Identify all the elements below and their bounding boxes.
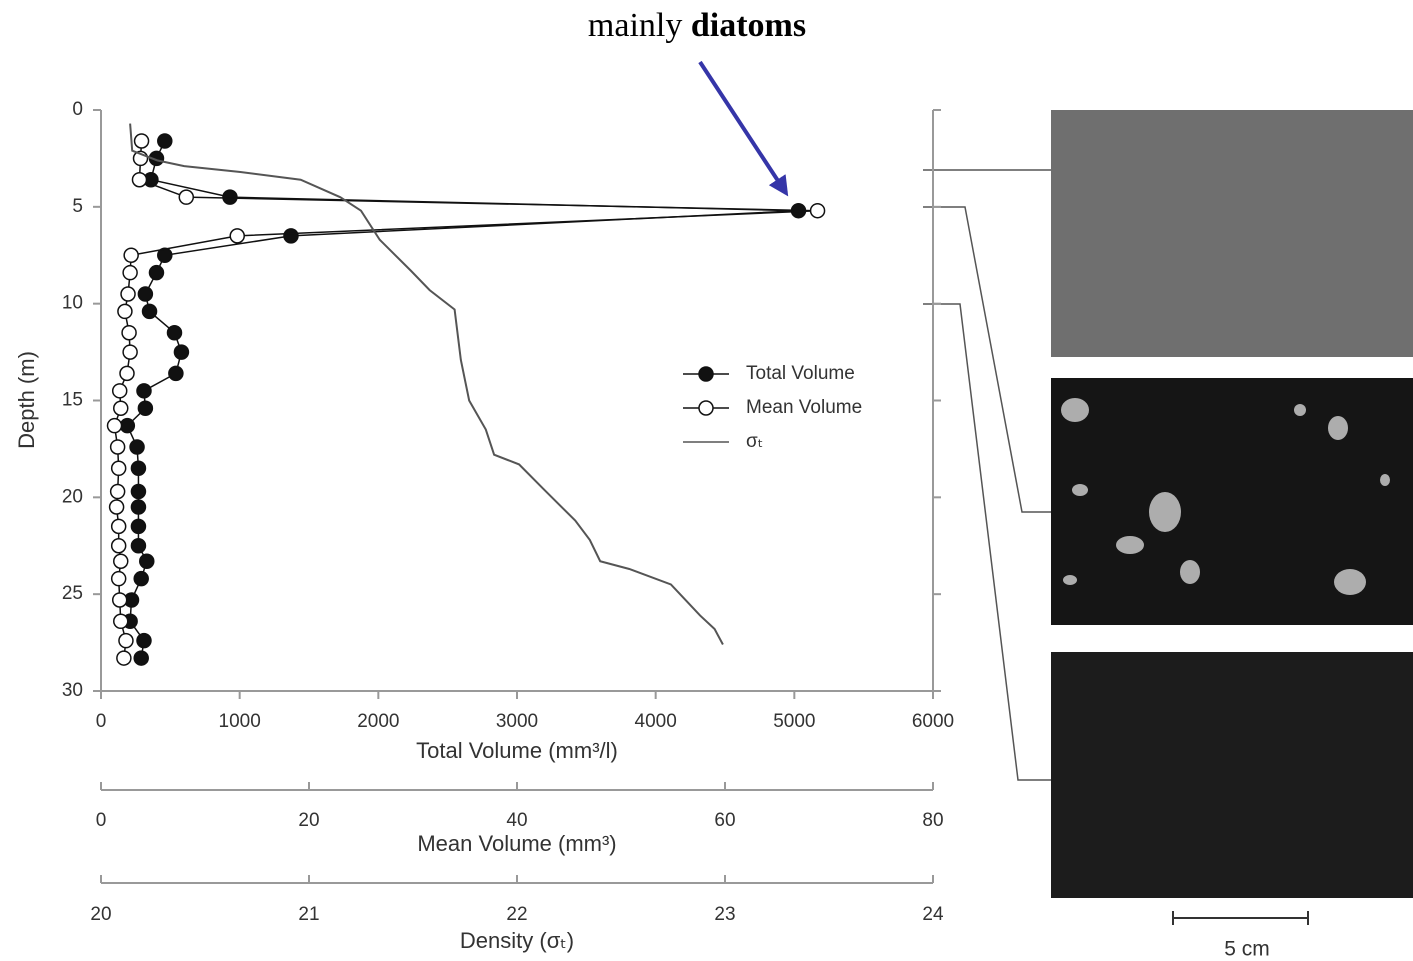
y-tick-label: 20 xyxy=(62,486,83,507)
x-axis-label: Mean Volume (mm³) xyxy=(417,831,616,856)
photos xyxy=(1051,110,1413,898)
x-tick-label: 80 xyxy=(922,810,943,831)
point xyxy=(108,499,125,515)
x-tick-label: 23 xyxy=(714,904,735,925)
series-line xyxy=(126,140,799,659)
point xyxy=(116,650,132,666)
point xyxy=(119,417,136,434)
point xyxy=(109,483,126,500)
point xyxy=(222,189,238,205)
x-tick-label: 21 xyxy=(298,904,319,925)
point xyxy=(130,538,147,554)
x-tick-label: 24 xyxy=(922,904,944,925)
point xyxy=(137,400,154,416)
scale-bar-label: 5 cm xyxy=(1224,938,1270,961)
point xyxy=(130,499,147,515)
x-tick-label: 60 xyxy=(714,810,735,831)
point xyxy=(178,189,195,205)
legend-marker xyxy=(698,400,714,416)
x-tick-label: 3000 xyxy=(496,711,538,732)
point xyxy=(110,518,127,535)
point xyxy=(122,344,138,360)
photo-top xyxy=(1051,110,1413,357)
annotation-arrow xyxy=(698,60,789,197)
point xyxy=(229,228,245,244)
y-tick-label: 30 xyxy=(62,680,83,701)
point xyxy=(129,439,145,455)
point xyxy=(133,570,149,587)
x-tick-label: 5000 xyxy=(773,711,815,732)
y-tick-label: 0 xyxy=(72,99,83,120)
annotation: mainly diatoms xyxy=(588,7,806,44)
y-tick-label: 15 xyxy=(62,390,83,411)
connectors xyxy=(923,169,1051,781)
point xyxy=(111,383,128,399)
point xyxy=(110,570,127,587)
annotation-emphasis: diatoms xyxy=(691,7,806,44)
point xyxy=(166,324,183,341)
x-tick-label: 0 xyxy=(96,711,107,732)
point xyxy=(137,286,154,302)
point xyxy=(122,264,138,281)
point xyxy=(113,400,129,416)
x-tick-label: 40 xyxy=(506,810,527,831)
point xyxy=(148,264,165,281)
x-tick-label: 6000 xyxy=(912,711,954,732)
point xyxy=(113,613,129,630)
point xyxy=(157,247,173,263)
x-axis-label: Density (σₜ) xyxy=(460,928,574,953)
point xyxy=(130,518,147,535)
x-tick-label: 22 xyxy=(506,904,527,925)
x-tick-label: 4000 xyxy=(635,711,677,732)
point xyxy=(141,303,158,320)
point xyxy=(139,553,155,569)
annotation-text: mainly xyxy=(588,7,682,44)
point xyxy=(117,303,133,320)
x-tick-label: 20 xyxy=(90,904,111,925)
y-tick-label: 10 xyxy=(62,293,83,314)
y-tick-label: 5 xyxy=(72,196,83,217)
point xyxy=(111,592,128,608)
point xyxy=(136,632,152,649)
point xyxy=(157,133,173,149)
point xyxy=(113,553,129,569)
point xyxy=(168,365,184,382)
series-line xyxy=(113,140,818,659)
photo-bottom xyxy=(1051,652,1413,898)
point xyxy=(120,286,136,302)
y-tick-label: 25 xyxy=(62,583,83,604)
legend-label: Total Volume xyxy=(746,363,855,384)
x-tick-label: 0 xyxy=(96,810,107,831)
point xyxy=(110,460,127,477)
x-tick-label: 20 xyxy=(298,810,319,831)
point xyxy=(110,538,127,554)
point xyxy=(109,439,126,455)
photo-particles xyxy=(1061,398,1390,595)
point xyxy=(130,460,147,477)
point xyxy=(133,650,149,666)
point xyxy=(173,344,190,360)
point xyxy=(131,171,148,188)
x-axis-label: Total Volume (mm³/l) xyxy=(416,738,618,763)
y-axis-label: Depth (m) xyxy=(14,351,39,449)
point xyxy=(136,383,152,399)
point xyxy=(809,202,826,219)
x-tick-label: 2000 xyxy=(357,711,399,732)
point xyxy=(121,324,137,341)
series-line xyxy=(129,123,724,645)
point xyxy=(106,417,123,434)
x-tick-label: 1000 xyxy=(219,711,261,732)
point xyxy=(130,483,147,500)
legend-label: Mean Volume xyxy=(746,397,862,418)
point xyxy=(123,247,139,263)
legend-marker xyxy=(698,366,714,382)
legend-label: σₜ xyxy=(746,431,763,452)
scale-bar xyxy=(1172,911,1309,925)
point xyxy=(119,365,135,382)
point xyxy=(133,133,150,149)
point xyxy=(283,228,299,244)
point xyxy=(118,632,134,649)
